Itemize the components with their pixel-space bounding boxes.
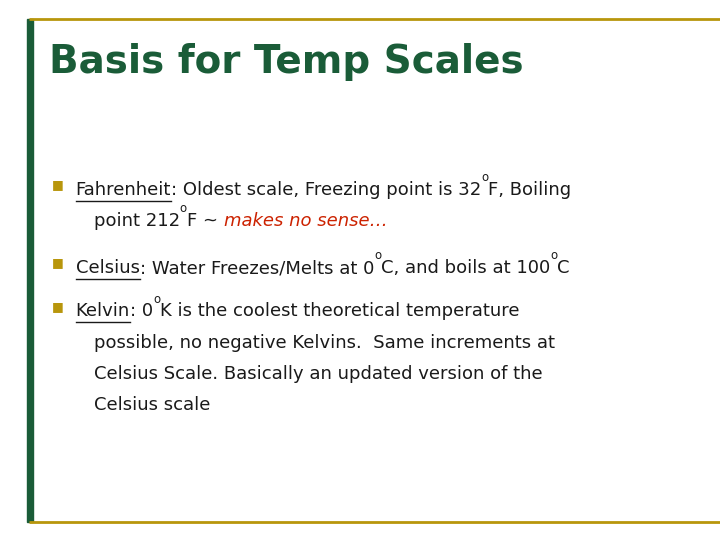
Text: : Water Freezes/Melts at 0: : Water Freezes/Melts at 0 [140, 259, 374, 277]
Text: possible, no negative Kelvins.  Same increments at: possible, no negative Kelvins. Same incr… [94, 334, 554, 352]
Text: Celsius: Celsius [76, 259, 140, 277]
Text: K is the coolest theoretical temperature: K is the coolest theoretical temperature [160, 302, 520, 320]
Text: ■: ■ [52, 300, 63, 313]
Text: Fahrenheit: Fahrenheit [76, 181, 171, 199]
Text: Celsius Scale. Basically an updated version of the: Celsius Scale. Basically an updated vers… [94, 365, 542, 383]
Text: o: o [550, 249, 557, 262]
Text: C, and boils at 100: C, and boils at 100 [381, 259, 550, 277]
Text: Celsius scale: Celsius scale [94, 396, 210, 414]
Bar [27, 19, 33, 522]
Text: makes no sense…: makes no sense… [224, 212, 387, 230]
Text: o: o [180, 202, 187, 215]
Text: : 0: : 0 [130, 302, 153, 320]
Text: o: o [481, 171, 488, 184]
Text: point 212: point 212 [94, 212, 180, 230]
Text: ■: ■ [52, 178, 63, 191]
Text: Kelvin: Kelvin [76, 302, 130, 320]
Text: : Oldest scale, Freezing point is 32: : Oldest scale, Freezing point is 32 [171, 181, 481, 199]
Text: Basis for Temp Scales: Basis for Temp Scales [49, 43, 523, 81]
Text: C: C [557, 259, 570, 277]
Text: o: o [374, 249, 381, 262]
Text: ■: ■ [52, 256, 63, 269]
Text: o: o [153, 293, 160, 306]
Text: F ~: F ~ [187, 212, 224, 230]
Text: F, Boiling: F, Boiling [488, 181, 572, 199]
